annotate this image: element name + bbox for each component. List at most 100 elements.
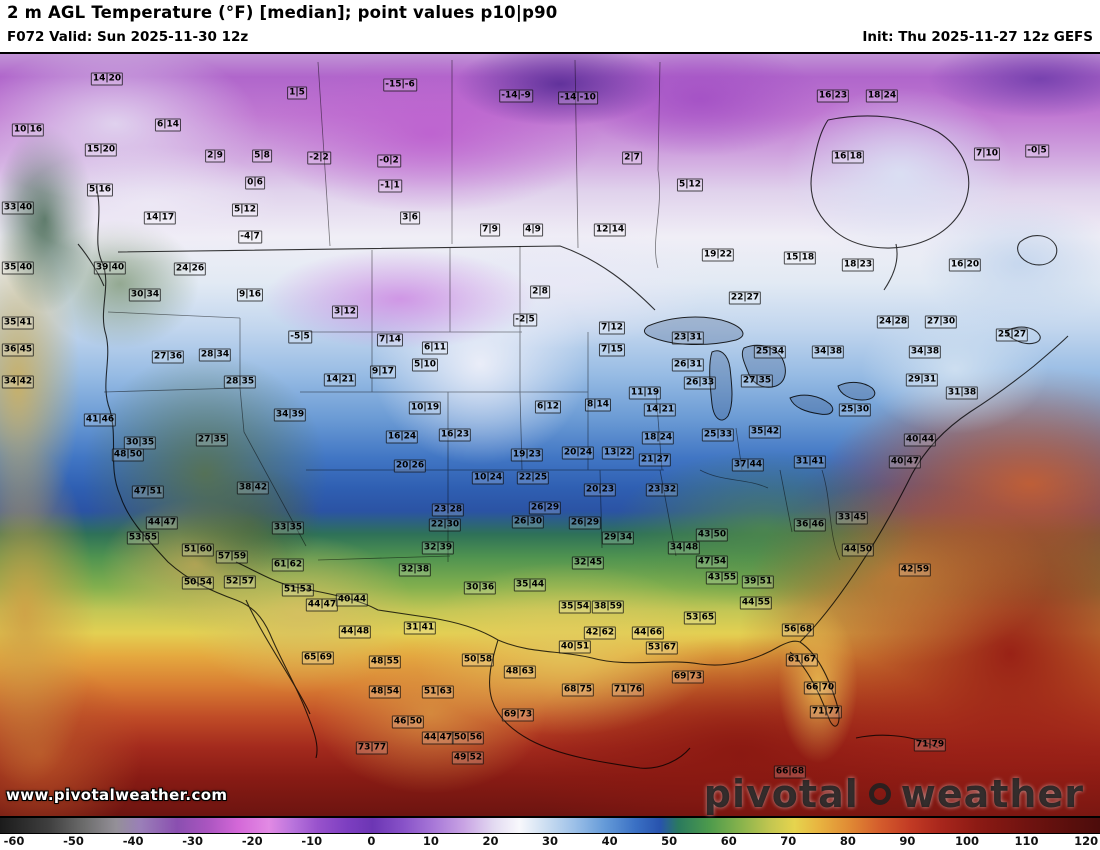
point-value: 44|47 <box>421 731 455 745</box>
point-value: 69|73 <box>501 708 535 722</box>
point-value: 5|16 <box>86 183 114 197</box>
point-value: 51|60 <box>181 543 215 557</box>
point-value: 50|56 <box>451 731 485 745</box>
point-value: 8|14 <box>584 398 612 412</box>
point-value: 39|40 <box>93 261 127 275</box>
point-value: -0|5 <box>1025 144 1049 158</box>
point-value: -4|7 <box>238 230 262 244</box>
point-value: 23|32 <box>645 483 679 497</box>
colorbar-tick-label: -20 <box>241 834 263 848</box>
point-value: 50|58 <box>461 653 495 667</box>
point-value: 27|36 <box>151 350 185 364</box>
point-value: 24|26 <box>173 262 207 276</box>
point-value: 34|48 <box>667 541 701 555</box>
point-value: 7|9 <box>480 223 500 237</box>
point-value: 40|47 <box>888 455 922 469</box>
point-value: 20|24 <box>561 446 595 460</box>
point-value: 47|54 <box>695 555 729 569</box>
point-value: 25|30 <box>838 403 872 417</box>
colorbar-tick-label: 120 <box>1074 834 1099 848</box>
point-value: 39|51 <box>741 575 775 589</box>
point-value: 23|31 <box>671 331 705 345</box>
point-value: 26|29 <box>568 516 602 530</box>
colorbar-tick-label: 0 <box>367 834 376 848</box>
point-value: -14|-10 <box>558 91 598 105</box>
point-value: 27|30 <box>924 315 958 329</box>
colorbar-tick-label: 110 <box>1014 834 1039 848</box>
point-value: 57|59 <box>215 550 249 564</box>
point-value: 27|35 <box>195 433 229 447</box>
point-value: 44|47 <box>305 598 339 612</box>
header: 2 m AGL Temperature (°F) [median]; point… <box>0 0 1100 52</box>
point-value: 44|47 <box>145 516 179 530</box>
point-value: 61|67 <box>785 653 819 667</box>
point-value: 4|9 <box>523 223 543 237</box>
point-value: 65|69 <box>301 651 335 665</box>
colorbar-tick-label: 70 <box>780 834 797 848</box>
header-subrow: F072 Valid: Sun 2025-11-30 12z Init: Thu… <box>7 29 1093 45</box>
point-value: 48|54 <box>368 685 402 699</box>
point-value: -15|-6 <box>383 78 417 92</box>
point-value: 49|52 <box>451 751 485 765</box>
point-value: 40|44 <box>335 593 369 607</box>
point-value: 68|75 <box>561 683 595 697</box>
colorbar-tick-label: 20 <box>482 834 499 848</box>
point-value: 66|68 <box>773 765 807 779</box>
point-value: 15|20 <box>84 143 118 157</box>
point-value: 20|23 <box>583 483 617 497</box>
colorbar: -60 -50 -40 -30 -20 -10 0 10 20 30 40 50 60 70 80 90 100… <box>0 818 1100 850</box>
point-value: 25|34 <box>753 345 787 359</box>
point-value: 35|41 <box>1 316 35 330</box>
point-value: 25|33 <box>701 428 735 442</box>
point-value: 38|42 <box>236 481 270 495</box>
watermark: www.pivotalweather.com <box>6 786 228 804</box>
point-value: 46|50 <box>391 715 425 729</box>
point-value: 6|14 <box>154 118 182 132</box>
point-value: 38|59 <box>591 600 625 614</box>
point-value: 51|53 <box>281 583 315 597</box>
point-value: 53|55 <box>126 531 160 545</box>
colorbar-tick-label: -10 <box>301 834 323 848</box>
point-value: 20|26 <box>393 459 427 473</box>
point-value: 44|48 <box>338 625 372 639</box>
point-value: 66|70 <box>803 681 837 695</box>
point-value: 7|12 <box>598 321 626 335</box>
point-value: 33|45 <box>835 511 869 525</box>
point-value: -2|2 <box>307 151 331 165</box>
point-value: 42|62 <box>583 626 617 640</box>
point-value: 3|6 <box>400 211 420 225</box>
point-value: 16|20 <box>948 258 982 272</box>
point-value: 48|50 <box>111 448 145 462</box>
point-value: 31|38 <box>945 386 979 400</box>
point-value: 3|12 <box>331 305 359 319</box>
point-value: 16|23 <box>438 428 472 442</box>
point-value: 16|24 <box>385 430 419 444</box>
point-value: 28|35 <box>223 375 257 389</box>
point-value: 34|42 <box>1 375 35 389</box>
colorbar-tick-label: -30 <box>182 834 204 848</box>
point-value: 56|68 <box>781 623 815 637</box>
point-value: 29|34 <box>601 531 635 545</box>
point-value: 48|55 <box>368 655 402 669</box>
point-value: 14|21 <box>643 403 677 417</box>
point-value: -5|5 <box>288 330 312 344</box>
point-value: 32|39 <box>421 541 455 555</box>
colorbar-tick-label: 50 <box>661 834 678 848</box>
point-value: 22|25 <box>516 471 550 485</box>
point-value: 14|17 <box>143 211 177 225</box>
point-value: 26|29 <box>528 501 562 515</box>
point-value: 50|54 <box>181 576 215 590</box>
point-value: 26|31 <box>671 358 705 372</box>
valid-time-label: F072 Valid: Sun 2025-11-30 12z <box>7 29 249 45</box>
point-value: 2|7 <box>622 151 642 165</box>
point-value: 44|50 <box>841 543 875 557</box>
point-value: 61|62 <box>271 558 305 572</box>
point-value: 41|46 <box>83 413 117 427</box>
point-value: 71|77 <box>809 705 843 719</box>
point-value: 10|16 <box>11 123 45 137</box>
point-value: 1|5 <box>287 86 307 100</box>
point-value: 29|31 <box>905 373 939 387</box>
point-value: 7|15 <box>598 343 626 357</box>
